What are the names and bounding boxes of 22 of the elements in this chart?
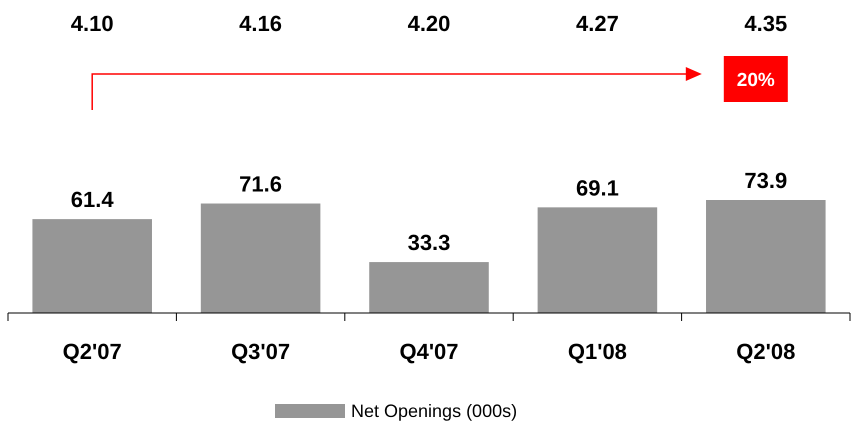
bar	[369, 262, 489, 313]
data-label: 71.6	[239, 172, 282, 197]
text: 4.35	[744, 11, 788, 36]
x-tick-label: Q1'08	[568, 339, 627, 364]
bar	[200, 204, 320, 313]
text: 20%	[736, 70, 775, 91]
text: 4.27	[576, 11, 619, 36]
bar	[538, 207, 658, 313]
data-label: 33.3	[408, 230, 450, 256]
bar	[32, 219, 152, 313]
data-label: 73.9	[744, 168, 788, 193]
x-tick-label: Q3'07	[231, 339, 290, 364]
text: 4.10	[70, 11, 114, 36]
x-tick-label: Q4'07	[399, 339, 459, 364]
bar	[706, 200, 826, 313]
data-label: 69.1	[576, 175, 619, 200]
text: 4.20	[408, 11, 450, 36]
x-tick-label: Q2'08	[736, 339, 796, 364]
text: 4.16	[239, 11, 282, 36]
legend-label: Net Openings (000s)	[351, 401, 518, 421]
x-tick-label: Q2'07	[62, 339, 122, 364]
data-label: 61.4	[70, 187, 114, 212]
